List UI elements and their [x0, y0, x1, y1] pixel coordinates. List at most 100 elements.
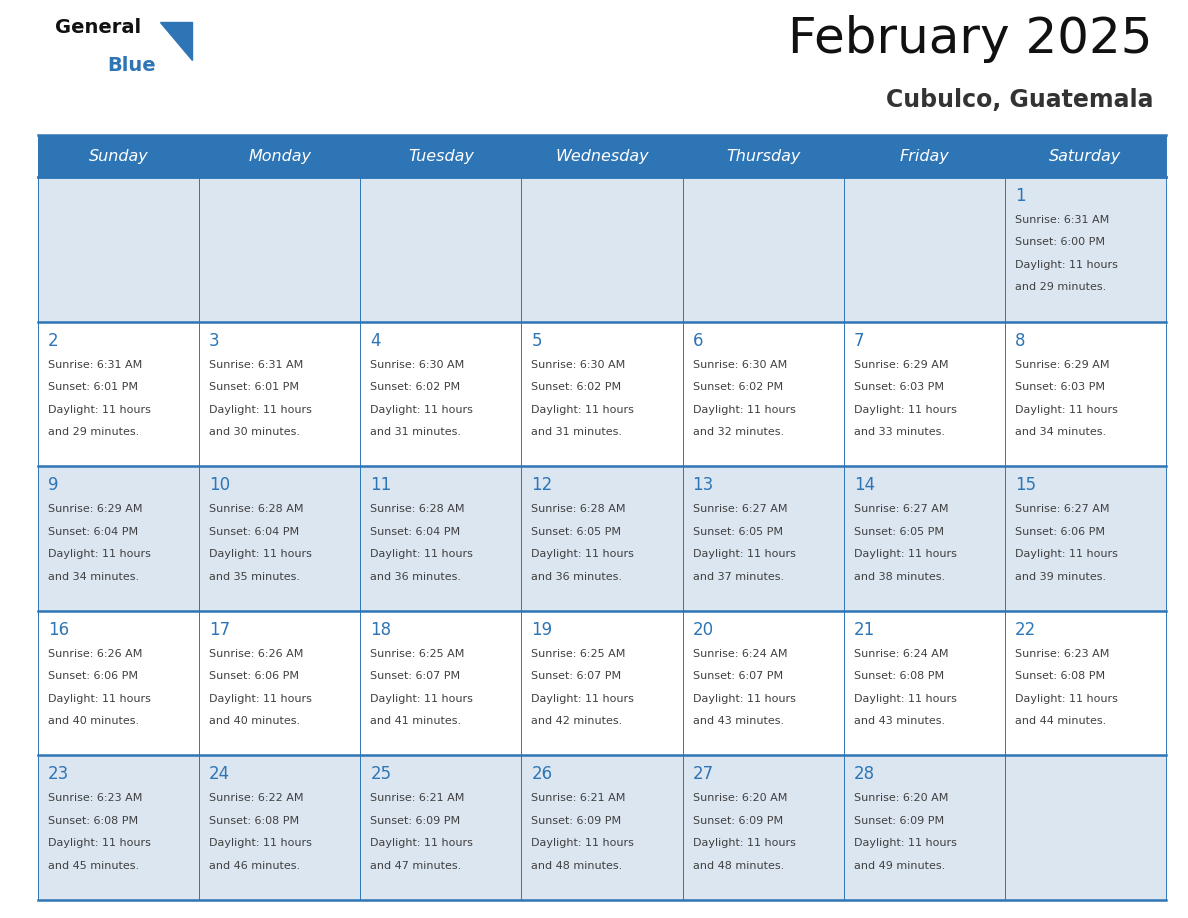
Text: 6: 6	[693, 331, 703, 350]
Text: 19: 19	[531, 621, 552, 639]
Text: and 42 minutes.: and 42 minutes.	[531, 716, 623, 726]
Bar	[683, 177, 843, 321]
Text: and 40 minutes.: and 40 minutes.	[209, 716, 301, 726]
Bar	[843, 756, 1005, 900]
Bar	[200, 177, 360, 321]
Bar	[200, 466, 360, 610]
Bar	[843, 466, 1005, 610]
Text: Daylight: 11 hours: Daylight: 11 hours	[371, 405, 473, 415]
Text: Sunset: 6:02 PM: Sunset: 6:02 PM	[693, 382, 783, 392]
Bar	[1005, 177, 1165, 321]
Text: Sunrise: 6:28 AM: Sunrise: 6:28 AM	[371, 504, 465, 514]
Text: 20: 20	[693, 621, 714, 639]
Text: and 43 minutes.: and 43 minutes.	[693, 716, 784, 726]
Bar	[683, 610, 843, 756]
Bar	[200, 610, 360, 756]
Text: 26: 26	[531, 766, 552, 783]
Text: and 43 minutes.: and 43 minutes.	[854, 716, 944, 726]
Text: Sunrise: 6:31 AM: Sunrise: 6:31 AM	[48, 360, 143, 370]
Bar	[522, 177, 683, 321]
Text: Sunrise: 6:30 AM: Sunrise: 6:30 AM	[693, 360, 786, 370]
Bar	[38, 466, 200, 610]
Bar	[1005, 610, 1165, 756]
Text: Sunrise: 6:23 AM: Sunrise: 6:23 AM	[1015, 649, 1110, 659]
Bar	[38, 177, 200, 321]
Text: Sunset: 6:07 PM: Sunset: 6:07 PM	[531, 671, 621, 681]
Text: Sunrise: 6:29 AM: Sunrise: 6:29 AM	[1015, 360, 1110, 370]
Text: and 33 minutes.: and 33 minutes.	[854, 427, 944, 437]
Text: Sunset: 6:05 PM: Sunset: 6:05 PM	[693, 527, 783, 537]
Bar	[522, 756, 683, 900]
Text: Sunrise: 6:25 AM: Sunrise: 6:25 AM	[371, 649, 465, 659]
Text: Sunset: 6:08 PM: Sunset: 6:08 PM	[1015, 671, 1105, 681]
Text: Daylight: 11 hours: Daylight: 11 hours	[693, 549, 796, 559]
Text: Daylight: 11 hours: Daylight: 11 hours	[693, 405, 796, 415]
Text: Sunset: 6:06 PM: Sunset: 6:06 PM	[48, 671, 138, 681]
Bar	[360, 466, 522, 610]
Text: Sunrise: 6:20 AM: Sunrise: 6:20 AM	[854, 793, 948, 803]
Bar	[38, 135, 200, 177]
Bar	[360, 135, 522, 177]
Bar	[683, 135, 843, 177]
Bar	[683, 466, 843, 610]
Text: and 32 minutes.: and 32 minutes.	[693, 427, 784, 437]
Bar	[683, 321, 843, 466]
Text: Friday: Friday	[899, 149, 949, 163]
Polygon shape	[160, 22, 192, 60]
Bar	[843, 321, 1005, 466]
Text: Daylight: 11 hours: Daylight: 11 hours	[371, 549, 473, 559]
Bar	[843, 610, 1005, 756]
Text: Sunset: 6:01 PM: Sunset: 6:01 PM	[209, 382, 299, 392]
Text: and 48 minutes.: and 48 minutes.	[693, 861, 784, 871]
Text: 14: 14	[854, 476, 874, 494]
Text: 7: 7	[854, 331, 864, 350]
Text: General: General	[55, 18, 141, 37]
Text: 5: 5	[531, 331, 542, 350]
Text: Sunrise: 6:28 AM: Sunrise: 6:28 AM	[531, 504, 626, 514]
Text: Sunset: 6:04 PM: Sunset: 6:04 PM	[48, 527, 138, 537]
Text: Sunset: 6:04 PM: Sunset: 6:04 PM	[209, 527, 299, 537]
Text: Sunrise: 6:30 AM: Sunrise: 6:30 AM	[371, 360, 465, 370]
Text: Daylight: 11 hours: Daylight: 11 hours	[1015, 694, 1118, 704]
Text: 10: 10	[209, 476, 230, 494]
Bar	[522, 466, 683, 610]
Text: Saturday: Saturday	[1049, 149, 1121, 163]
Bar	[522, 135, 683, 177]
Text: Sunrise: 6:26 AM: Sunrise: 6:26 AM	[209, 649, 303, 659]
Text: Daylight: 11 hours: Daylight: 11 hours	[48, 405, 151, 415]
Text: Blue: Blue	[107, 56, 156, 75]
Text: Sunrise: 6:25 AM: Sunrise: 6:25 AM	[531, 649, 626, 659]
Text: Sunrise: 6:21 AM: Sunrise: 6:21 AM	[371, 793, 465, 803]
Text: Daylight: 11 hours: Daylight: 11 hours	[1015, 549, 1118, 559]
Text: Daylight: 11 hours: Daylight: 11 hours	[693, 838, 796, 848]
Text: Sunset: 6:09 PM: Sunset: 6:09 PM	[531, 816, 621, 826]
Text: 21: 21	[854, 621, 876, 639]
Text: Sunset: 6:04 PM: Sunset: 6:04 PM	[371, 527, 461, 537]
Text: Daylight: 11 hours: Daylight: 11 hours	[371, 838, 473, 848]
Text: 1: 1	[1015, 187, 1025, 205]
Text: Sunset: 6:03 PM: Sunset: 6:03 PM	[1015, 382, 1105, 392]
Text: Sunset: 6:05 PM: Sunset: 6:05 PM	[854, 527, 943, 537]
Text: Sunset: 6:06 PM: Sunset: 6:06 PM	[209, 671, 299, 681]
Bar	[200, 756, 360, 900]
Text: Sunrise: 6:29 AM: Sunrise: 6:29 AM	[48, 504, 143, 514]
Text: Sunrise: 6:29 AM: Sunrise: 6:29 AM	[854, 360, 948, 370]
Text: Daylight: 11 hours: Daylight: 11 hours	[531, 549, 634, 559]
Bar	[843, 177, 1005, 321]
Text: and 41 minutes.: and 41 minutes.	[371, 716, 461, 726]
Text: and 48 minutes.: and 48 minutes.	[531, 861, 623, 871]
Text: 28: 28	[854, 766, 874, 783]
Text: Daylight: 11 hours: Daylight: 11 hours	[693, 694, 796, 704]
Text: 18: 18	[371, 621, 391, 639]
Text: Sunset: 6:05 PM: Sunset: 6:05 PM	[531, 527, 621, 537]
Bar	[1005, 466, 1165, 610]
Text: Daylight: 11 hours: Daylight: 11 hours	[854, 405, 956, 415]
Text: Cubulco, Guatemala: Cubulco, Guatemala	[885, 88, 1154, 112]
Text: and 34 minutes.: and 34 minutes.	[48, 572, 139, 582]
Text: Sunrise: 6:27 AM: Sunrise: 6:27 AM	[1015, 504, 1110, 514]
Text: Daylight: 11 hours: Daylight: 11 hours	[209, 838, 312, 848]
Text: Sunrise: 6:24 AM: Sunrise: 6:24 AM	[854, 649, 948, 659]
Text: and 44 minutes.: and 44 minutes.	[1015, 716, 1106, 726]
Text: Sunset: 6:03 PM: Sunset: 6:03 PM	[854, 382, 943, 392]
Text: and 29 minutes.: and 29 minutes.	[48, 427, 139, 437]
